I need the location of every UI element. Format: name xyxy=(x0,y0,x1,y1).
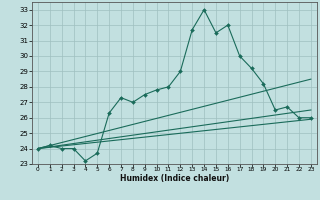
X-axis label: Humidex (Indice chaleur): Humidex (Indice chaleur) xyxy=(120,174,229,183)
